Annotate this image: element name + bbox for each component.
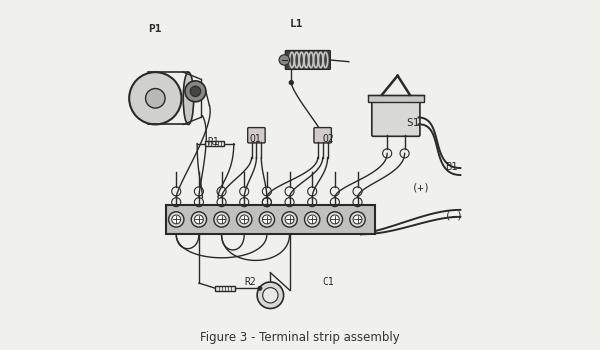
Text: C1: C1	[323, 277, 334, 287]
Circle shape	[129, 72, 181, 125]
Circle shape	[282, 212, 297, 227]
Circle shape	[259, 212, 275, 227]
Text: Q2: Q2	[323, 134, 334, 144]
Circle shape	[214, 212, 229, 227]
Circle shape	[172, 215, 181, 224]
Circle shape	[185, 81, 206, 102]
Circle shape	[217, 215, 226, 224]
Text: B1: B1	[445, 162, 457, 172]
Circle shape	[190, 86, 200, 97]
Text: P1: P1	[148, 24, 162, 34]
Circle shape	[353, 215, 362, 224]
FancyBboxPatch shape	[166, 205, 375, 234]
FancyBboxPatch shape	[368, 95, 424, 102]
FancyBboxPatch shape	[372, 99, 420, 136]
Text: (-): (-)	[445, 211, 463, 220]
Circle shape	[305, 212, 320, 227]
Text: Figure 3 - Terminal strip assembly: Figure 3 - Terminal strip assembly	[200, 331, 400, 344]
Circle shape	[240, 215, 248, 224]
FancyBboxPatch shape	[205, 141, 224, 146]
Circle shape	[279, 55, 290, 65]
Text: Q1: Q1	[250, 134, 261, 144]
Circle shape	[263, 288, 278, 303]
Circle shape	[350, 212, 365, 227]
Circle shape	[289, 80, 293, 85]
Circle shape	[331, 215, 340, 224]
Circle shape	[194, 215, 203, 224]
Text: R2: R2	[244, 277, 256, 287]
Circle shape	[327, 212, 343, 227]
Text: R1: R1	[208, 137, 220, 147]
FancyBboxPatch shape	[215, 286, 235, 290]
Circle shape	[257, 282, 284, 308]
Text: S1: S1	[406, 118, 420, 128]
Circle shape	[262, 215, 271, 224]
Circle shape	[308, 215, 317, 224]
Circle shape	[236, 212, 252, 227]
Text: L1: L1	[290, 19, 303, 29]
Circle shape	[146, 89, 165, 108]
Circle shape	[191, 212, 206, 227]
FancyBboxPatch shape	[286, 50, 331, 69]
FancyBboxPatch shape	[248, 128, 265, 143]
Text: (+): (+)	[412, 183, 430, 193]
Ellipse shape	[183, 72, 194, 125]
Circle shape	[285, 215, 294, 224]
Circle shape	[169, 212, 184, 227]
FancyBboxPatch shape	[314, 128, 331, 143]
Circle shape	[258, 286, 262, 290]
